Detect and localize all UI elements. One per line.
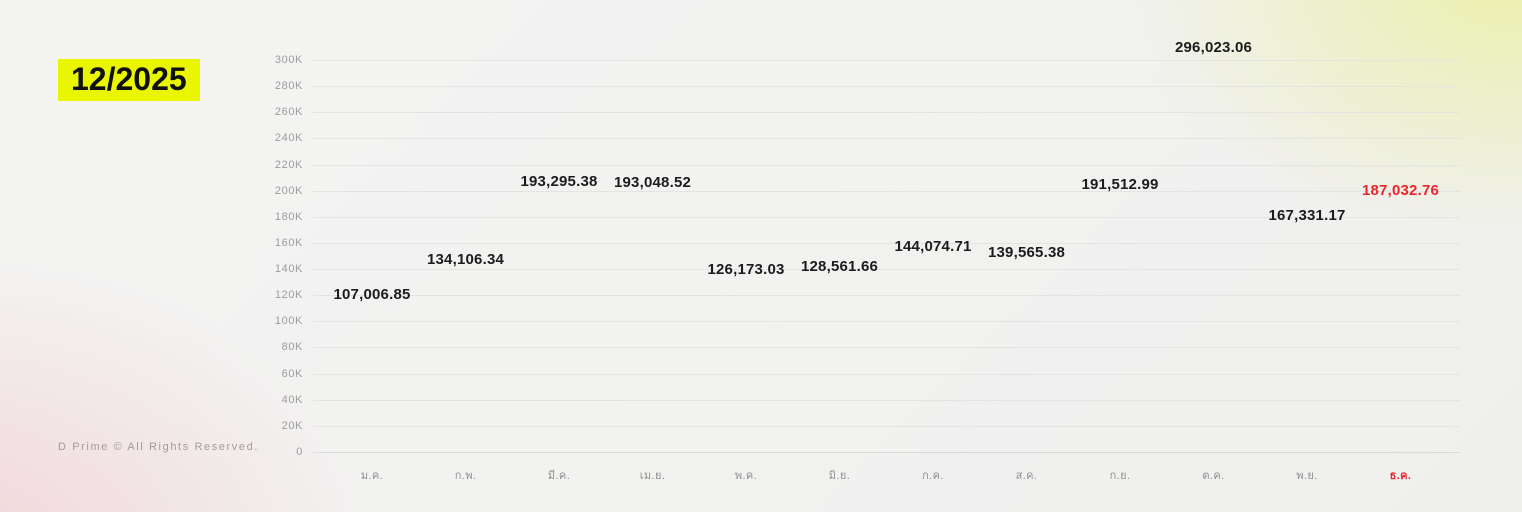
bar-value-label: 296,023.06 xyxy=(1174,39,1253,57)
x-axis-label: พ.ย. xyxy=(1296,470,1318,482)
bar-value-label: 191,512.99 xyxy=(1081,175,1159,193)
y-axis-tick-label: 60K xyxy=(281,367,303,380)
gridline xyxy=(313,321,1460,323)
gridline xyxy=(313,425,1460,427)
gridline xyxy=(313,60,1460,61)
x-axis-label: ต.ค. xyxy=(1202,470,1225,482)
x-axis-label: ธ.ค. xyxy=(1389,470,1412,482)
gridline xyxy=(313,295,1460,297)
gridline xyxy=(313,112,1460,114)
bar-value-label: 139,565.38 xyxy=(987,243,1066,261)
x-axis-label: มี.ค. xyxy=(547,470,571,482)
x-axis-label: เม.ย. xyxy=(639,470,666,482)
y-axis-tick-label: 120K xyxy=(274,289,303,302)
gridline xyxy=(313,452,1460,453)
y-axis-tick-label: 160K xyxy=(274,236,303,249)
period-badge: 12/2025 xyxy=(58,59,200,101)
gridline xyxy=(313,216,1460,218)
x-axis-label: ส.ค. xyxy=(1015,470,1038,482)
y-axis-tick-label: 260K xyxy=(274,106,303,119)
y-axis-tick-label: 240K xyxy=(274,132,303,145)
bar-value-label: 107,006.85 xyxy=(333,286,411,304)
bar-value-label: 167,331.17 xyxy=(1268,207,1346,225)
copyright-text: D Prime © All Rights Reserved. xyxy=(58,441,259,453)
gridline xyxy=(313,164,1460,166)
y-axis-tick-label: 300K xyxy=(274,54,303,66)
y-axis-tick-label: 0 xyxy=(296,446,303,458)
bar-value-label: 187,032.76 xyxy=(1361,181,1440,199)
gridline xyxy=(313,347,1460,349)
gridline xyxy=(313,269,1460,271)
y-axis-tick-label: 80K xyxy=(281,341,303,354)
y-axis-tick-label: 20K xyxy=(281,419,303,432)
y-axis-tick-label: 200K xyxy=(274,184,303,197)
bar-value-label: 128,561.66 xyxy=(800,258,879,275)
gridline xyxy=(313,190,1460,192)
bar-value-label: 134,106.34 xyxy=(426,250,505,268)
gridline xyxy=(313,86,1460,88)
bar-value-label: 193,048.52 xyxy=(613,173,692,191)
y-axis-tick-label: 40K xyxy=(281,393,303,406)
y-axis-tick-label: 100K xyxy=(274,315,303,328)
gridline xyxy=(313,138,1460,140)
x-axis-label: พ.ค. xyxy=(734,470,758,482)
y-axis-tick-label: 180K xyxy=(274,210,303,223)
y-axis-tick-label: 140K xyxy=(274,263,303,276)
bar-value-label: 193,295.38 xyxy=(520,173,598,191)
x-axis-label: มิ.ย. xyxy=(828,470,851,482)
y-axis-tick-label: 280K xyxy=(274,80,303,93)
bar-value-label: 126,173.03 xyxy=(707,261,785,279)
gridline xyxy=(313,399,1460,401)
x-axis-label: ม.ค. xyxy=(360,470,384,482)
bar-value-label: 144,074.71 xyxy=(894,237,972,255)
x-axis-label: ก.ค. xyxy=(922,470,944,482)
y-axis-tick-label: 220K xyxy=(274,158,303,171)
x-axis-label: ก.พ. xyxy=(454,470,477,482)
gridline xyxy=(313,373,1460,375)
gridline xyxy=(313,242,1460,244)
x-axis-label: ก.ย. xyxy=(1109,470,1131,482)
